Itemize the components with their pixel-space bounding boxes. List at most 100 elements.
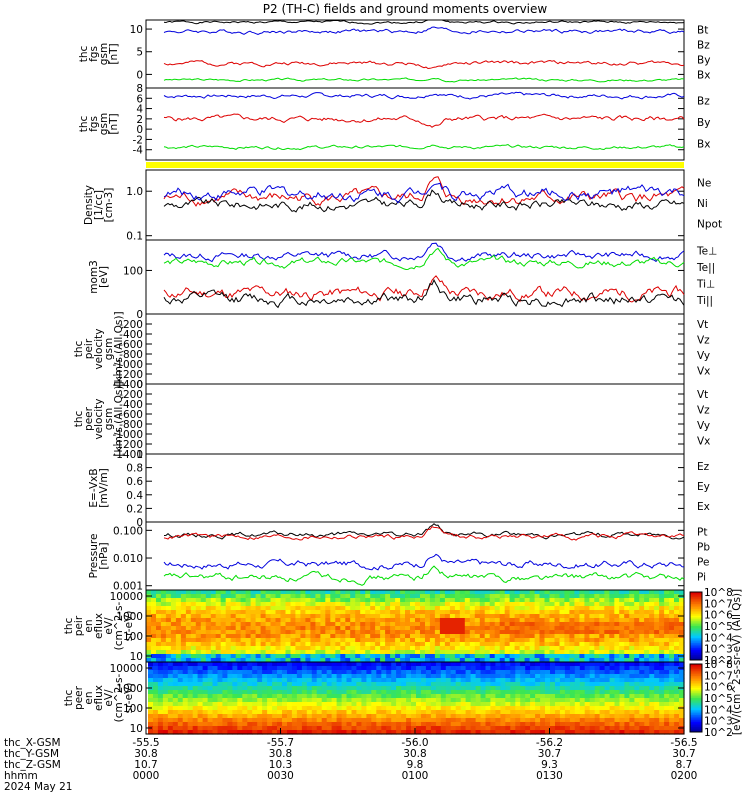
spectrogram-cell [316, 698, 323, 703]
spectrogram-cell [440, 670, 447, 675]
spectrogram-cell [450, 662, 457, 667]
spectrogram-cell [549, 642, 556, 647]
spectrogram-cell [549, 650, 556, 655]
spectrogram-cell [604, 638, 610, 643]
spectrogram-cell [525, 710, 531, 715]
spectrogram-cell [361, 722, 367, 727]
spectrogram-cell [505, 694, 511, 699]
spectrogram-cell [235, 650, 242, 655]
spectrogram-cell [619, 642, 625, 647]
spectrogram-cell [514, 642, 521, 647]
spectrogram-cell [165, 590, 172, 595]
spectrogram-cell [410, 654, 416, 659]
spectrogram-cell [220, 658, 227, 663]
spectrogram-cell [534, 658, 541, 663]
spectrogram-cell [242, 726, 248, 731]
spectrogram-cell [207, 674, 214, 679]
spectrogram-cell [376, 666, 382, 671]
spectrogram-cell [386, 686, 392, 691]
spectrogram-cell [381, 730, 387, 735]
colorbar-step [690, 730, 702, 733]
spectrogram-cell [157, 682, 164, 687]
legend-entry: By [697, 117, 710, 129]
spectrogram-cell [391, 686, 397, 691]
spectrogram-cell [385, 594, 391, 599]
spectrogram-cell [326, 710, 333, 715]
spectrogram-cell [205, 634, 212, 639]
spectrogram-cell [460, 682, 467, 687]
spectrogram-cell [569, 654, 575, 659]
spectrogram-cell [277, 678, 283, 683]
spectrogram-cell [240, 634, 247, 639]
spectrogram-cell [185, 642, 192, 647]
spectrogram-cell [421, 678, 427, 683]
spectrogram-cell [330, 622, 336, 627]
spectrogram-cell [153, 678, 159, 683]
spectrogram-cell [539, 634, 546, 639]
spectrogram-cell [519, 626, 526, 631]
spectrogram-cell [500, 706, 506, 711]
spectrogram-cell [212, 706, 219, 711]
spectrogram-cell [514, 650, 521, 655]
spectrogram-cell [235, 598, 242, 603]
spectrogram-cell [494, 606, 501, 611]
spectrogram-cell [330, 650, 336, 655]
colorbar-label: [eV/(cm^2-s-sr-eV) (All Qs)] [731, 589, 743, 735]
spectrogram-cell [619, 690, 626, 695]
spectrogram-cell [160, 646, 167, 651]
spectrogram-cell [275, 594, 282, 599]
spectrogram-cell [589, 646, 595, 651]
spectrogram-cell [444, 614, 451, 619]
spectrogram-cell [257, 714, 263, 719]
spectrogram-cell [490, 662, 496, 667]
colorbar-step [690, 643, 702, 646]
spectrogram-cell [225, 650, 232, 655]
spectrogram-cell [474, 630, 481, 635]
spectrogram-cell [345, 618, 351, 623]
spectrogram-cell [330, 626, 336, 631]
spectrogram-cell [340, 630, 346, 635]
spectrogram-cell [265, 650, 272, 655]
spectrogram-cell [520, 690, 526, 695]
spectrogram-cell [385, 654, 391, 659]
spectrogram-cell [639, 678, 645, 683]
spectrogram-cell [579, 610, 585, 615]
spectrogram-cell [450, 670, 457, 675]
spectrogram-cell [415, 630, 421, 635]
spectrogram-cell [245, 642, 252, 647]
spectrogram-cell [679, 678, 685, 683]
spectrogram-cell [351, 726, 358, 731]
spectrogram-cell [371, 698, 377, 703]
spectrogram-cell [247, 714, 253, 719]
spectrogram-cell [148, 714, 154, 719]
spectrogram-cell [529, 646, 536, 651]
spectrogram-cell [434, 642, 441, 647]
spectrogram-cell [371, 730, 377, 735]
colorbar-step [690, 725, 702, 728]
spectrogram-cell [157, 686, 164, 691]
spectrogram-cell [529, 626, 536, 631]
spectrogram-cell [544, 634, 551, 639]
spectrogram-cell [170, 634, 177, 639]
spectrogram-cell [197, 702, 204, 707]
spectrogram-cell [550, 690, 556, 695]
spectrogram-cell [300, 606, 306, 611]
spectrogram-cell [305, 622, 311, 627]
spectrogram-cell [459, 622, 466, 627]
spectrogram-cell [212, 694, 219, 699]
spectrogram-cell [530, 710, 536, 715]
spectrogram-cell [355, 658, 361, 663]
spectrogram-cell [305, 618, 311, 623]
spectrogram-cell [296, 682, 303, 687]
spectrogram-cell [285, 614, 292, 619]
colorbar-step [690, 664, 702, 667]
y-tick-label: 10 [130, 723, 143, 735]
y-axis-label: velocity [93, 398, 105, 439]
spectrogram-cell [535, 686, 541, 691]
spectrogram-cell [321, 698, 328, 703]
spectrogram-cell [440, 662, 447, 667]
spectrogram-cell [395, 634, 401, 639]
spectrogram-cell [190, 646, 197, 651]
spectrogram-cell [400, 650, 406, 655]
spectrogram-cell [535, 698, 541, 703]
